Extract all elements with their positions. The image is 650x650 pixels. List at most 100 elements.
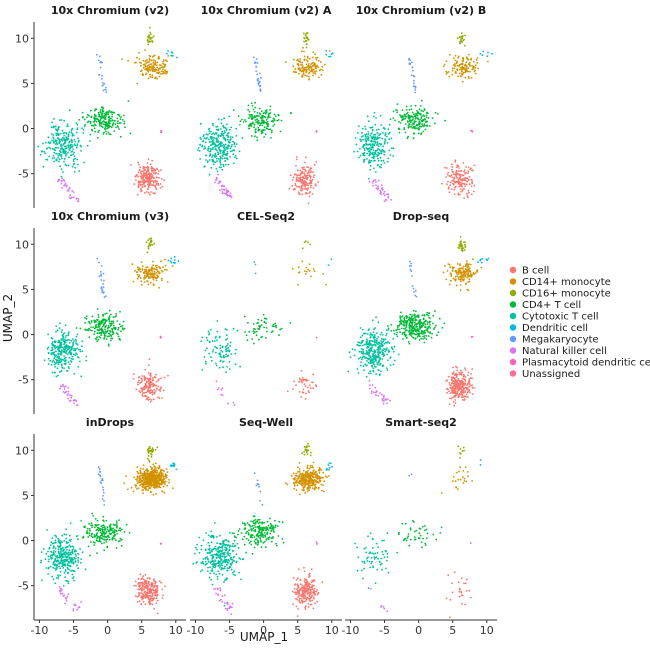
data-point [448,175,451,177]
data-point [215,132,218,135]
data-point [89,140,91,143]
data-point [474,72,477,75]
data-point [152,284,155,287]
data-point [406,329,408,331]
data-point [409,268,412,271]
data-point [305,266,308,269]
data-point [480,266,483,269]
data-point [254,272,257,275]
data-point [205,133,208,136]
data-point [357,341,359,343]
data-point [366,345,369,348]
data-point [444,265,446,267]
data-point [371,182,374,184]
data-point [223,185,226,188]
data-point [366,158,368,160]
data-point [129,132,132,135]
data-point [136,595,139,598]
data-point [107,111,110,114]
data-point [223,192,226,195]
data-point [148,577,151,580]
data-point [105,115,107,117]
data-point [217,143,220,146]
data-point [253,123,256,126]
data-point [149,391,151,394]
data-point [247,117,250,120]
data-point [429,324,431,326]
data-point [461,185,463,188]
data-point [405,109,408,111]
data-point [201,336,204,339]
data-point [373,365,376,368]
data-point [138,276,140,278]
data-point [177,260,180,263]
data-point [105,130,107,133]
data-point [112,316,115,319]
data-point [354,349,356,351]
data-point [307,268,310,271]
data-point [79,360,81,363]
data-point [476,271,479,273]
data-point [69,194,72,197]
data-point [220,393,223,396]
data-point [420,109,423,112]
data-point [471,386,474,389]
data-point [425,338,428,340]
data-point [136,277,139,280]
data-point [101,116,103,119]
data-point [251,114,253,116]
data-point [365,137,368,139]
data-point [208,138,210,141]
data-point [469,391,471,394]
data-point [447,187,450,190]
data-point [389,154,392,156]
data-point [147,43,150,46]
data-point [166,52,168,55]
data-point [51,147,54,150]
data-point [363,149,366,152]
data-point [77,198,80,200]
data-point [267,123,269,126]
data-point [422,338,424,340]
data-point [215,128,218,131]
data-point [465,61,468,64]
data-point [454,388,457,390]
data-point [63,388,66,390]
data-point [150,173,153,175]
data-point [106,330,108,333]
data-point [70,138,73,141]
data-point [216,330,219,333]
data-point [419,335,421,338]
data-point [378,373,381,376]
data-point [385,199,387,202]
data-point [70,396,73,399]
data-point [60,145,63,148]
data-point [76,127,79,129]
data-point [454,386,457,389]
data-point [65,139,68,141]
data-point [98,55,101,58]
data-point [65,153,68,155]
data-point [291,179,294,181]
data-point [470,178,473,181]
data-point [407,340,410,343]
data-point [413,75,416,78]
data-point [370,148,373,151]
data-point [53,357,56,359]
data-point [464,382,467,385]
data-point [471,169,473,172]
data-point [361,329,364,331]
data-point [301,376,304,379]
data-point [100,273,102,276]
data-point [147,246,150,248]
data-point [138,600,141,603]
data-point [213,154,216,157]
data-point [144,166,146,169]
data-point [421,330,423,333]
data-point [69,399,72,402]
data-point [153,586,155,589]
data-point [138,390,141,392]
data-point [150,166,153,168]
data-point [64,356,67,359]
facet-title: 10x Chromium (v2) [51,4,169,17]
